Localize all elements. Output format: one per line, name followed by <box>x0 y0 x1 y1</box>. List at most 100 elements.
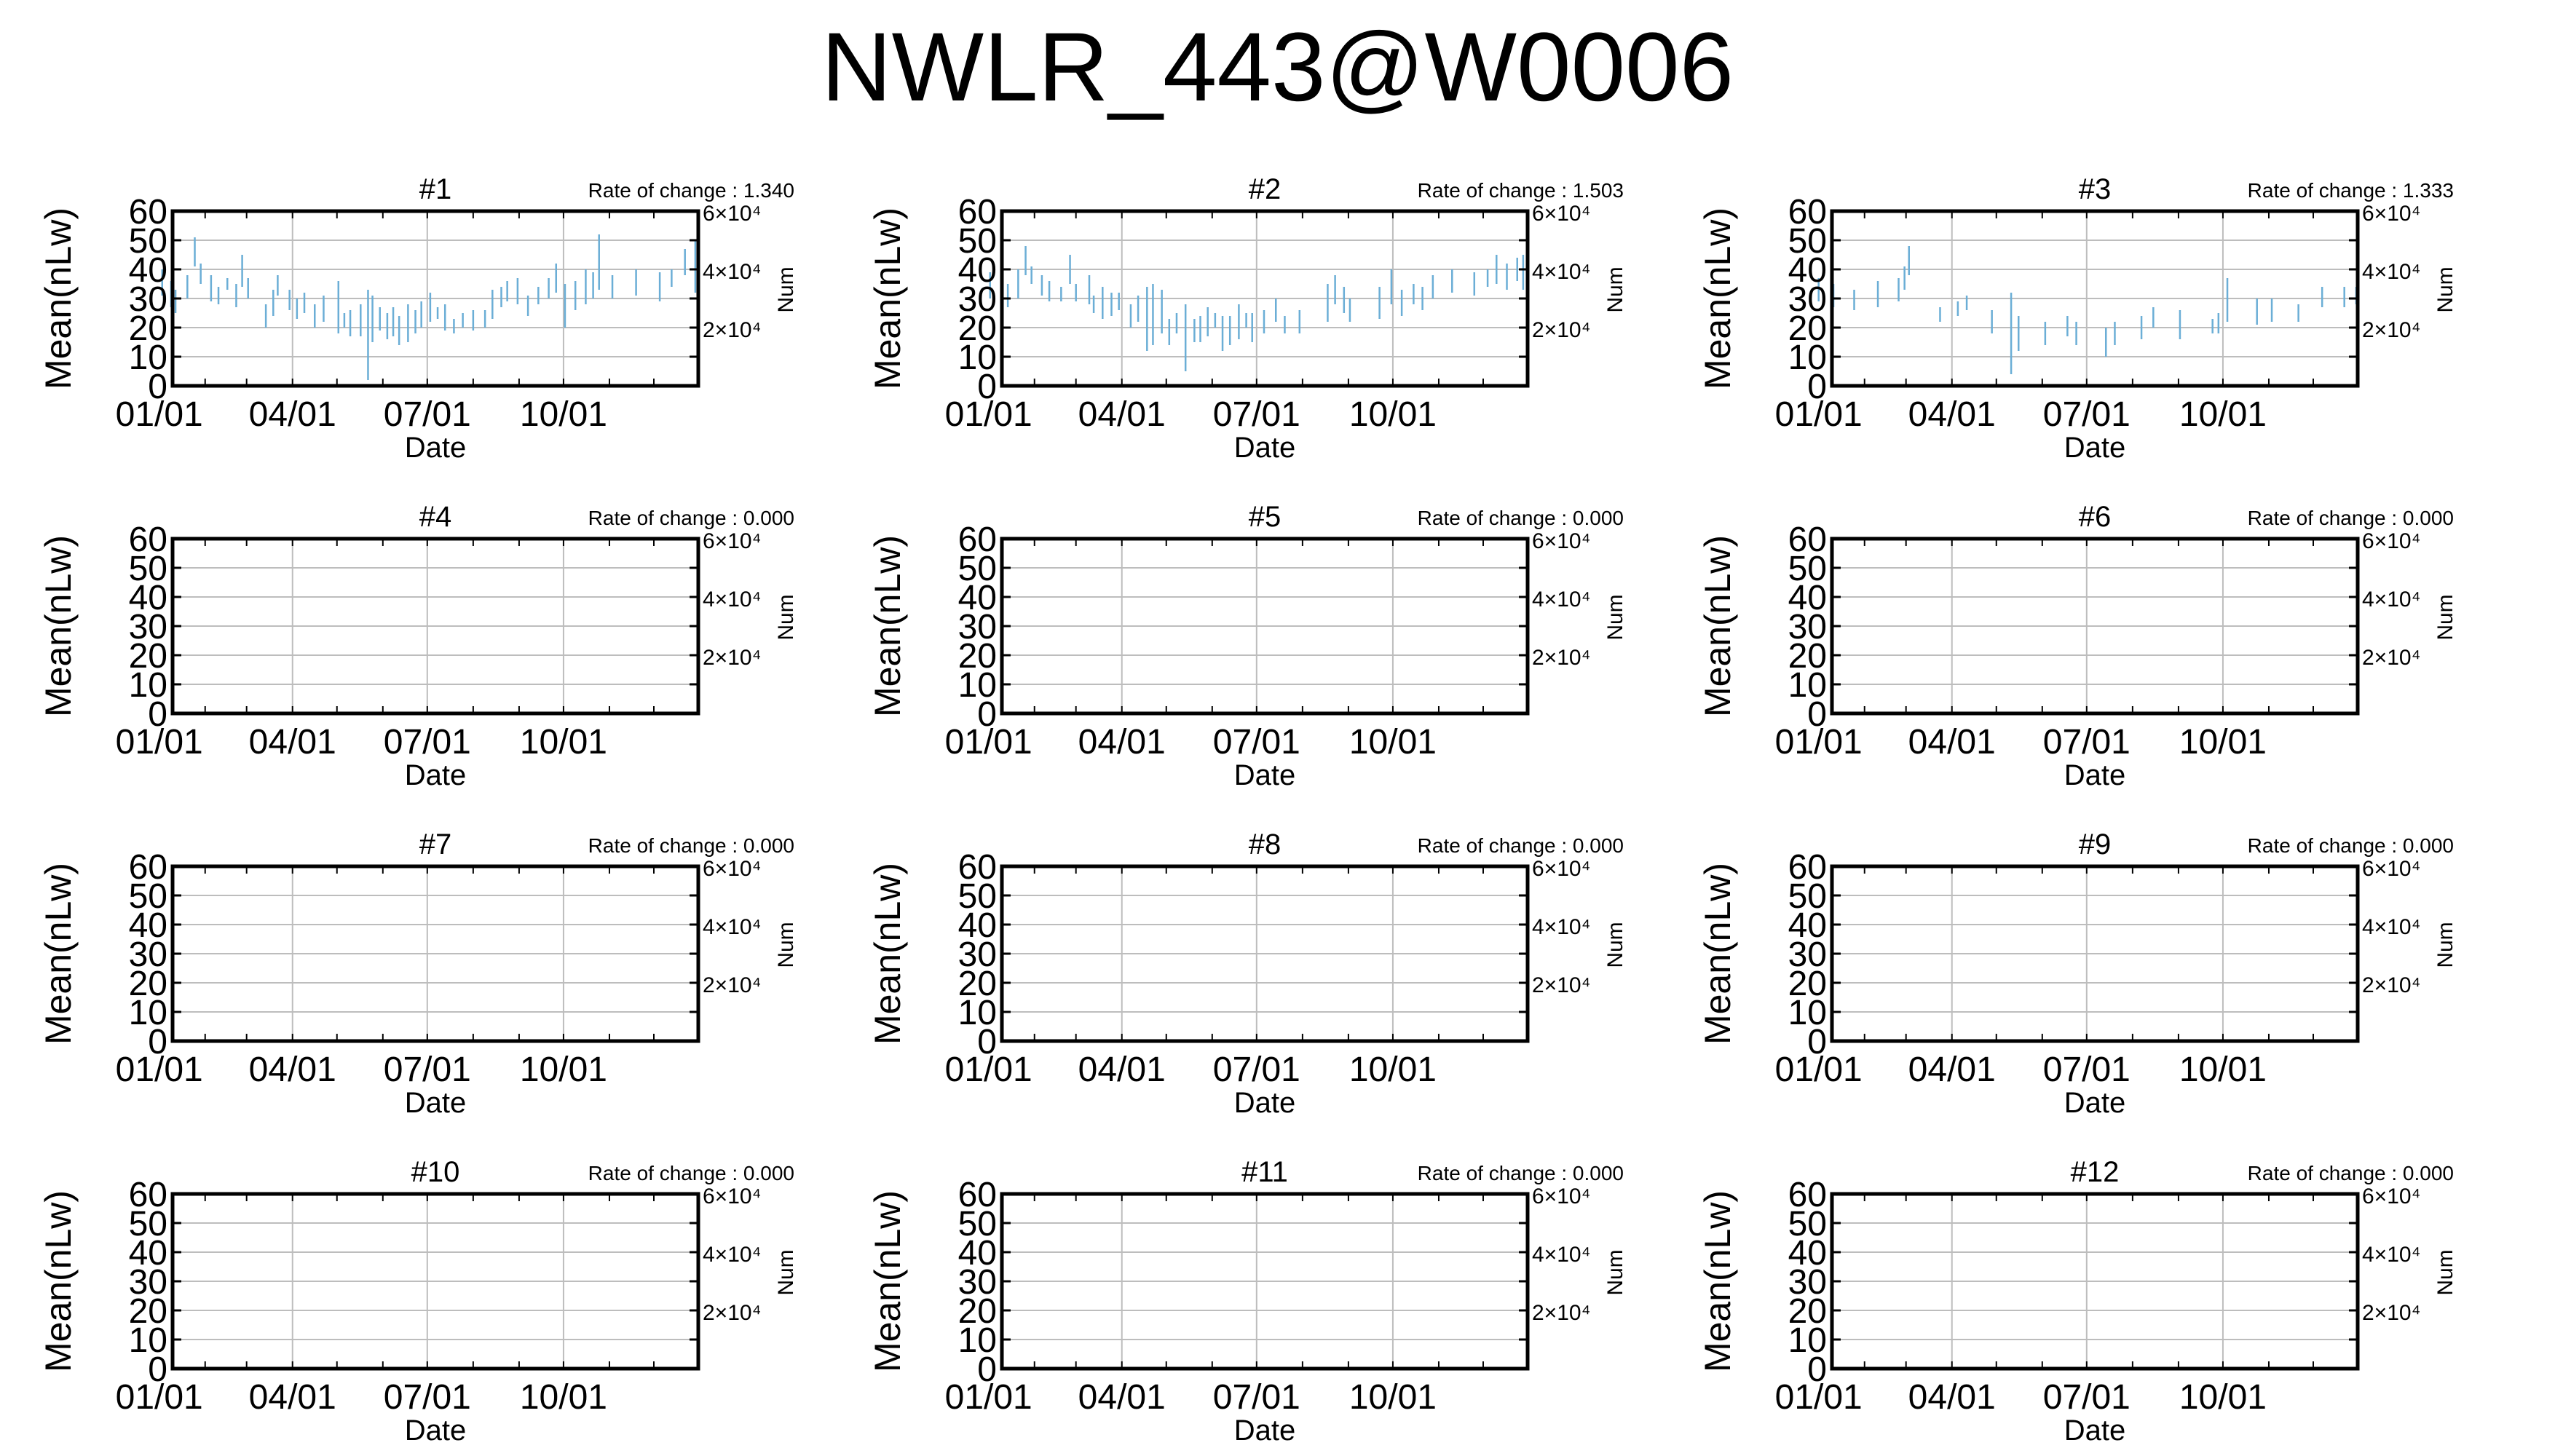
x-tick-label: 10/01 <box>1349 395 1437 434</box>
y-tick-label: 0 <box>977 368 997 406</box>
panel-title: #3 <box>2079 173 2112 205</box>
x-tick-label: 10/01 <box>2179 395 2267 434</box>
y2-axis-label: Num <box>1603 266 1627 312</box>
x-tick-label: 10/01 <box>2179 723 2267 761</box>
x-tick-label: 10/01 <box>2179 1051 2267 1089</box>
panel-title: #12 <box>2071 1156 2120 1188</box>
y-tick-label: 10 <box>129 339 167 377</box>
x-axis-label: Date <box>2064 1415 2126 1447</box>
rate-of-change-label: Rate of change : 0.000 <box>2248 507 2454 529</box>
y-tick-label: 10 <box>129 1321 167 1360</box>
x-tick-label: 04/01 <box>249 395 336 434</box>
y-tick-label: 0 <box>1807 1023 1827 1061</box>
y-tick-label: 10 <box>1788 994 1827 1032</box>
y2-tick-label: 6×10⁴ <box>1532 529 1590 553</box>
y2-tick-label: 2×10⁴ <box>1532 1301 1590 1325</box>
y-tick-label: 40 <box>129 1234 167 1273</box>
x-tick-label: 04/01 <box>1908 723 1996 761</box>
y-tick-label: 60 <box>958 521 997 559</box>
y-tick-label: 60 <box>1788 1176 1827 1214</box>
x-axis-label: Date <box>2064 432 2126 464</box>
y2-tick-label: 4×10⁴ <box>2362 1243 2420 1267</box>
panel-title: #11 <box>1241 1156 1288 1188</box>
x-tick-label: 07/01 <box>384 1051 471 1089</box>
y2-tick-label: 2×10⁴ <box>703 646 761 670</box>
y2-axis-label: Num <box>1603 594 1627 640</box>
y-tick-label: 30 <box>958 280 997 319</box>
x-axis-label: Date <box>1234 1415 1296 1447</box>
y2-tick-label: 6×10⁴ <box>703 857 761 881</box>
y-tick-label: 60 <box>958 1176 997 1214</box>
rate-of-change-label: Rate of change : 0.000 <box>588 834 794 857</box>
x-tick-label: 01/01 <box>1775 1051 1863 1089</box>
y-tick-label: 10 <box>958 666 997 705</box>
y2-axis-label: Num <box>774 1249 798 1295</box>
y-tick-label: 10 <box>958 1321 997 1360</box>
y-tick-label: 40 <box>129 579 167 617</box>
y-tick-label: 50 <box>958 222 997 261</box>
x-axis-label: Date <box>1234 759 1296 791</box>
y2-axis-label: Num <box>1603 1249 1627 1295</box>
y2-tick-label: 6×10⁴ <box>703 529 761 553</box>
y-tick-label: 0 <box>148 1350 167 1389</box>
y2-tick-label: 4×10⁴ <box>1532 587 1590 612</box>
x-tick-label: 01/01 <box>116 723 203 761</box>
y-tick-label: 20 <box>1788 309 1827 348</box>
y-tick-label: 60 <box>1788 848 1827 887</box>
panel-title: #6 <box>2079 501 2112 533</box>
y-tick-label: 40 <box>129 251 167 290</box>
y-tick-label: 30 <box>129 1263 167 1302</box>
x-tick-label: 07/01 <box>1213 1051 1300 1089</box>
y-tick-label: 30 <box>1788 608 1827 646</box>
y2-tick-label: 4×10⁴ <box>703 260 761 284</box>
panel-title: #10 <box>411 1156 460 1188</box>
y-tick-label: 40 <box>958 579 997 617</box>
x-tick-label: 01/01 <box>116 1051 203 1089</box>
y-tick-label: 50 <box>1788 222 1827 261</box>
y-tick-label: 10 <box>958 339 997 377</box>
y-axis-label: Mean(nLw) <box>38 207 79 389</box>
y-tick-label: 60 <box>1788 193 1827 232</box>
x-tick-label: 01/01 <box>116 1378 203 1417</box>
y2-tick-label: 4×10⁴ <box>1532 1243 1590 1267</box>
x-tick-label: 04/01 <box>1908 1378 1996 1417</box>
x-tick-label: 01/01 <box>945 1051 1032 1089</box>
y2-tick-label: 2×10⁴ <box>2362 646 2420 670</box>
y2-tick-label: 2×10⁴ <box>703 318 761 342</box>
x-axis-label: Date <box>405 1087 467 1119</box>
y2-axis-label: Num <box>2433 594 2457 640</box>
x-tick-label: 07/01 <box>2043 1051 2131 1089</box>
y-tick-label: 30 <box>1788 1263 1827 1302</box>
x-tick-label: 01/01 <box>945 1378 1032 1417</box>
y2-tick-label: 2×10⁴ <box>703 973 761 997</box>
y2-tick-label: 4×10⁴ <box>703 1243 761 1267</box>
x-tick-label: 07/01 <box>1213 395 1300 434</box>
y-tick-label: 60 <box>958 193 997 232</box>
x-tick-label: 10/01 <box>520 723 607 761</box>
y-axis-label: Mean(nLw) <box>867 863 908 1045</box>
y-tick-label: 20 <box>129 965 167 1003</box>
y-tick-label: 30 <box>129 280 167 319</box>
y2-tick-label: 6×10⁴ <box>1532 202 1590 226</box>
y-axis-label: Mean(nLw) <box>38 1190 79 1372</box>
x-tick-label: 10/01 <box>2179 1378 2267 1417</box>
x-axis-label: Date <box>405 1415 467 1447</box>
x-tick-label: 04/01 <box>1908 395 1996 434</box>
rate-of-change-label: Rate of change : 0.000 <box>1418 834 1624 857</box>
y2-tick-label: 4×10⁴ <box>1532 260 1590 284</box>
y-tick-label: 60 <box>958 848 997 887</box>
y-tick-label: 40 <box>1788 1234 1827 1273</box>
x-tick-label: 04/01 <box>1078 1378 1166 1417</box>
y-tick-label: 50 <box>1788 550 1827 588</box>
y-tick-label: 30 <box>129 935 167 974</box>
y-tick-label: 30 <box>1788 280 1827 319</box>
y2-tick-label: 4×10⁴ <box>2362 915 2420 939</box>
y-tick-label: 30 <box>1788 935 1827 974</box>
y-tick-label: 50 <box>129 222 167 261</box>
y-tick-label: 50 <box>958 877 997 916</box>
